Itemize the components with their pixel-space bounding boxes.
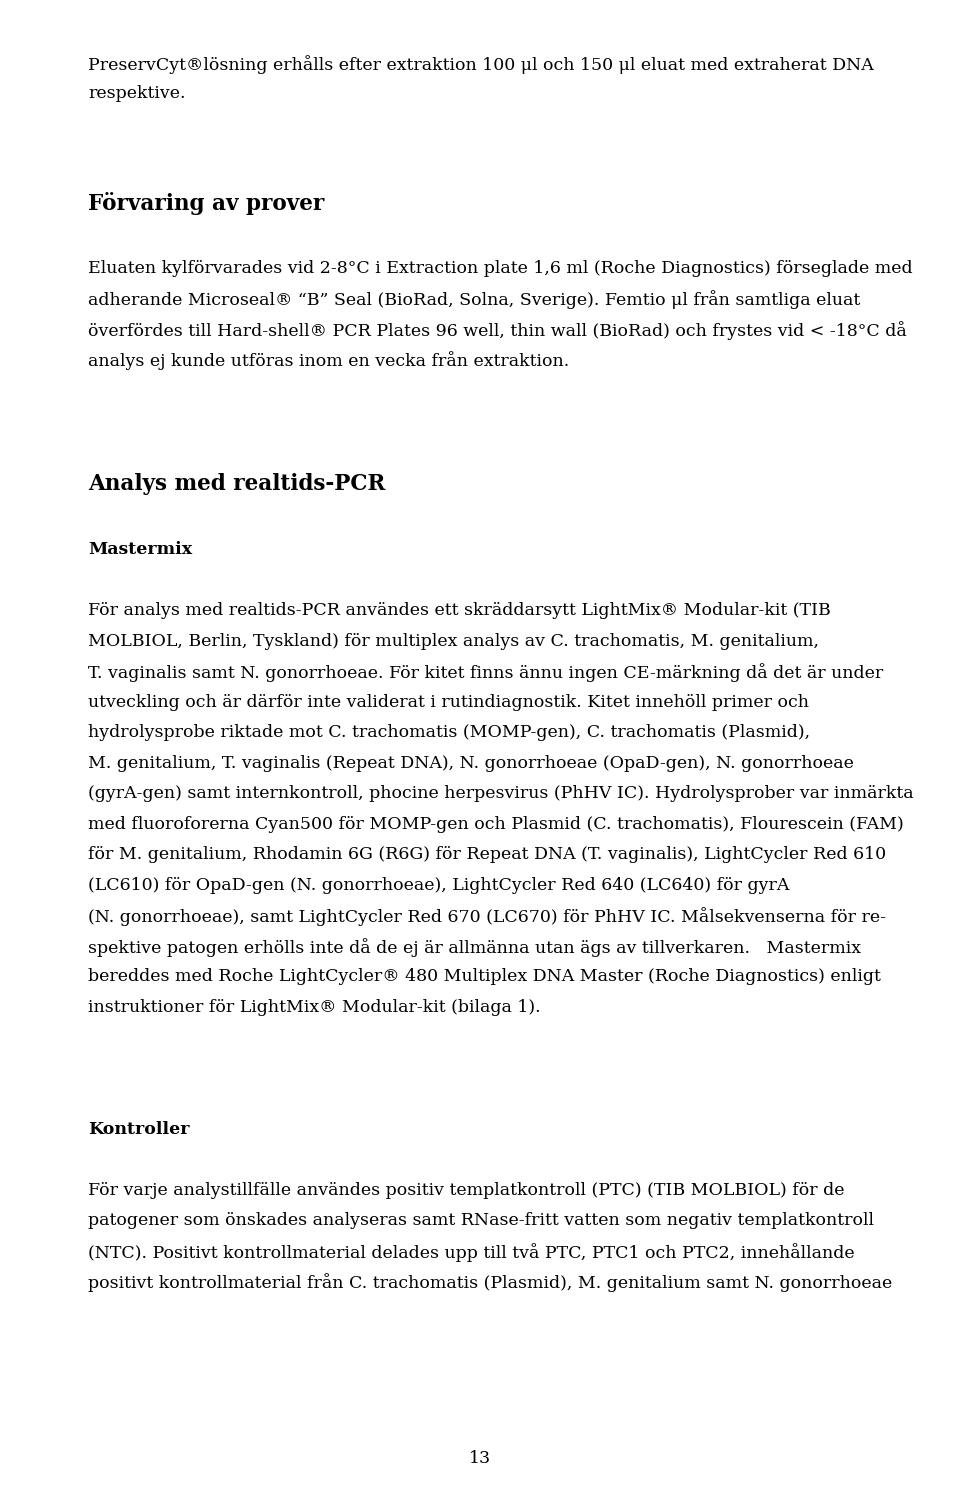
Text: överfördes till Hard-shell® PCR Plates 96 well, thin wall (BioRad) och frystes v: överfördes till Hard-shell® PCR Plates 9…	[88, 321, 907, 340]
Text: (N. gonorrhoeae), samt LightCycler Red 670 (LC670) för PhHV IC. Målsekvenserna f: (N. gonorrhoeae), samt LightCycler Red 6…	[88, 907, 886, 927]
Text: bereddes med Roche LightCycler® 480 Multiplex DNA Master (Roche Diagnostics) enl: bereddes med Roche LightCycler® 480 Mult…	[88, 969, 881, 985]
Text: spektive patogen erhölls inte då de ej är allmänna utan ägs av tillverkaren.   M: spektive patogen erhölls inte då de ej ä…	[88, 937, 861, 957]
Text: positivt kontrollmaterial från C. trachomatis (Plasmid), M. genitalium samt N. g: positivt kontrollmaterial från C. tracho…	[88, 1274, 892, 1292]
Text: med fluoroforerna Cyan500 för MOMP-gen och Plasmid (C. trachomatis), Flourescein: med fluoroforerna Cyan500 för MOMP-gen o…	[88, 816, 903, 833]
Text: 13: 13	[468, 1450, 492, 1467]
Text: adherande Microseal® “B” Seal (BioRad, Solna, Sverige). Femtio μl från samtliga : adherande Microseal® “B” Seal (BioRad, S…	[88, 290, 860, 309]
Text: MOLBIOL, Berlin, Tyskland) för multiplex analys av C. trachomatis, M. genitalium: MOLBIOL, Berlin, Tyskland) för multiplex…	[88, 632, 819, 650]
Text: Analys med realtids-PCR: Analys med realtids-PCR	[88, 474, 385, 495]
Text: PreservCyt®lösning erhålls efter extraktion 100 μl och 150 μl eluat med extraher: PreservCyt®lösning erhålls efter extrakt…	[88, 54, 874, 74]
Text: Kontroller: Kontroller	[88, 1121, 189, 1138]
Text: (LC610) för OpaD-gen (N. gonorrhoeae), LightCycler Red 640 (LC640) för gyrA: (LC610) för OpaD-gen (N. gonorrhoeae), L…	[88, 877, 789, 893]
Text: Eluaten kylförvarades vid 2-8°C i Extraction plate 1,6 ml (Roche Diagnostics) fö: Eluaten kylförvarades vid 2-8°C i Extrac…	[88, 260, 913, 278]
Text: instruktioner för LightMix® Modular-kit (bilaga 1).: instruktioner för LightMix® Modular-kit …	[88, 999, 540, 1016]
Text: Mastermix: Mastermix	[88, 542, 192, 558]
Text: för M. genitalium, Rhodamin 6G (R6G) för Repeat DNA (T. vaginalis), LightCycler : för M. genitalium, Rhodamin 6G (R6G) för…	[88, 847, 886, 863]
Text: (gyrA-gen) samt internkontroll, phocine herpesvirus (PhHV IC). Hydrolysprober va: (gyrA-gen) samt internkontroll, phocine …	[88, 785, 914, 803]
Text: För varje analystillfälle användes positiv templatkontroll (PTC) (TIB MOLBIOL) f: För varje analystillfälle användes posit…	[88, 1182, 845, 1198]
Text: (NTC). Positivt kontrollmaterial delades upp till två PTC, PTC1 och PTC2, innehå: (NTC). Positivt kontrollmaterial delades…	[88, 1243, 854, 1262]
Text: M. genitalium, T. vaginalis (Repeat DNA), N. gonorrhoeae (OpaD-gen), N. gonorrho: M. genitalium, T. vaginalis (Repeat DNA)…	[88, 754, 853, 771]
Text: hydrolysprobe riktade mot C. trachomatis (MOMP-gen), C. trachomatis (Plasmid),: hydrolysprobe riktade mot C. trachomatis…	[88, 724, 810, 741]
Text: respektive.: respektive.	[88, 86, 185, 103]
Text: patogener som önskades analyseras samt RNase-fritt vatten som negativ templatkon: patogener som önskades analyseras samt R…	[88, 1212, 874, 1230]
Text: T. vaginalis samt N. gonorrhoeae. För kitet finns ännu ingen CE-märkning då det : T. vaginalis samt N. gonorrhoeae. För ki…	[88, 662, 883, 682]
Text: För analys med realtids-PCR användes ett skräddarsytt LightMix® Modular-kit (TIB: För analys med realtids-PCR användes ett…	[88, 602, 830, 619]
Text: analys ej kunde utföras inom en vecka från extraktion.: analys ej kunde utföras inom en vecka fr…	[88, 352, 569, 370]
Text: utveckling och är därför inte validerat i rutindiagnostik. Kitet innehöll primer: utveckling och är därför inte validerat …	[88, 694, 809, 711]
Text: Förvaring av prover: Förvaring av prover	[88, 192, 324, 216]
